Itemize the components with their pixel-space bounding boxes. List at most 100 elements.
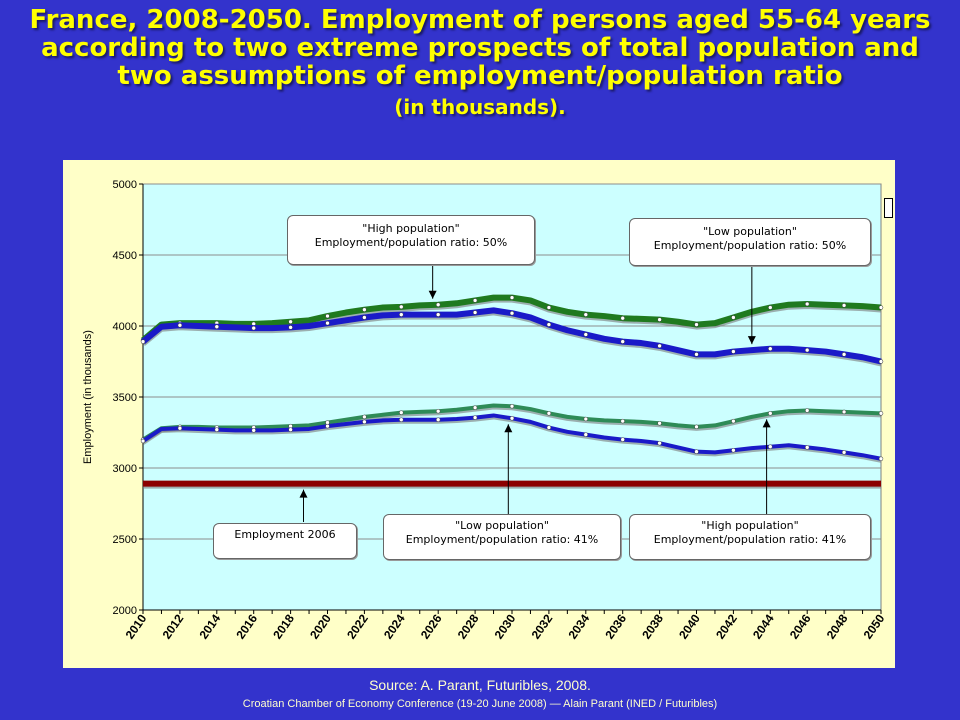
callout-employment-2006: Employment 2006 bbox=[213, 523, 357, 559]
data-point-low50 bbox=[472, 310, 478, 315]
data-point-high50 bbox=[768, 305, 773, 310]
data-point-high50 bbox=[841, 303, 847, 308]
data-point-high41 bbox=[509, 403, 515, 409]
y-tick-label: 4500 bbox=[113, 250, 137, 262]
title-line-3: two assumptions of employment/population… bbox=[117, 61, 843, 91]
y-tick-label: 3000 bbox=[113, 463, 137, 475]
data-point-low41 bbox=[804, 445, 810, 450]
title-line-4: (in thousands). bbox=[394, 95, 566, 119]
data-point-high50 bbox=[583, 312, 589, 317]
data-point-high50 bbox=[435, 302, 441, 307]
data-point-low41 bbox=[435, 417, 441, 422]
data-point-low50 bbox=[657, 343, 662, 349]
data-point-low50 bbox=[362, 315, 367, 320]
data-point-low41 bbox=[251, 428, 256, 433]
data-point-low41 bbox=[841, 450, 847, 455]
data-point-high41 bbox=[546, 411, 552, 416]
data-point-low50 bbox=[177, 323, 183, 328]
x-tick-label: 2012 bbox=[160, 611, 187, 641]
data-point-high41 bbox=[657, 421, 662, 426]
callout-line: "High population" bbox=[362, 222, 460, 235]
data-point-low50 bbox=[583, 332, 589, 337]
data-point-high41 bbox=[620, 418, 625, 424]
x-tick-label: 2048 bbox=[824, 611, 851, 641]
data-point-high41 bbox=[694, 424, 699, 430]
callout-line: Employment/population ratio: 50% bbox=[314, 236, 508, 249]
callout-low-population-50: "Low population" Employment/population r… bbox=[629, 218, 871, 266]
data-point-low41 bbox=[472, 415, 478, 420]
data-point-low50 bbox=[768, 346, 773, 351]
data-point-high50 bbox=[804, 301, 810, 307]
source-note: Source: A. Parant, Futuribles, 2008. bbox=[369, 677, 591, 693]
data-point-high50 bbox=[878, 305, 884, 310]
data-point-high50 bbox=[731, 315, 736, 320]
arrow-high-41-head bbox=[762, 419, 771, 428]
callout-line: Employment/population ratio: 41% bbox=[653, 533, 847, 546]
data-point-low41 bbox=[399, 417, 404, 422]
x-tick-label: 2020 bbox=[307, 611, 334, 641]
data-point-low50 bbox=[546, 322, 552, 327]
x-tick-label: 2022 bbox=[344, 611, 371, 641]
data-point-high50 bbox=[657, 317, 662, 322]
data-point-low50 bbox=[620, 339, 625, 344]
x-tick-label: 2014 bbox=[196, 611, 223, 641]
x-tick-label: 2042 bbox=[713, 611, 740, 641]
y-tick-label: 4000 bbox=[113, 321, 137, 333]
data-point-low50 bbox=[694, 352, 699, 357]
data-point-high50 bbox=[399, 304, 404, 310]
data-point-high50 bbox=[325, 313, 330, 319]
callout-line: Employment/population ratio: 41% bbox=[405, 533, 599, 546]
data-point-low50 bbox=[509, 310, 515, 316]
data-point-low50 bbox=[731, 349, 736, 354]
data-point-high41 bbox=[583, 416, 589, 422]
data-point-high50 bbox=[509, 295, 515, 300]
data-point-high50 bbox=[288, 319, 293, 324]
data-point-high50 bbox=[694, 322, 699, 327]
callout-high-population-41: "High population" Employment/population … bbox=[629, 514, 871, 560]
callout-line: Employment 2006 bbox=[234, 528, 336, 541]
x-tick-label: 2016 bbox=[233, 611, 260, 641]
y-tick-label: 5000 bbox=[113, 179, 137, 191]
title-line-2: according to two extreme prospects of to… bbox=[41, 33, 919, 63]
arrow-emp-2006-head bbox=[299, 489, 308, 498]
data-point-low41 bbox=[546, 425, 552, 430]
data-point-low41 bbox=[731, 448, 736, 453]
title-line-1: France, 2008-2050. Employment of persons… bbox=[29, 5, 931, 35]
data-point-low50 bbox=[804, 347, 810, 353]
data-point-low50 bbox=[841, 352, 847, 357]
arrow-high-50-head bbox=[428, 290, 437, 299]
x-tick-label: 2030 bbox=[492, 611, 519, 641]
data-point-low41 bbox=[694, 449, 699, 454]
x-tick-label: 2034 bbox=[565, 611, 592, 641]
data-point-low41 bbox=[362, 419, 367, 425]
x-tick-label: 2036 bbox=[602, 611, 629, 641]
data-point-low50 bbox=[435, 312, 441, 317]
data-point-low41 bbox=[140, 438, 146, 444]
data-point-low41 bbox=[509, 416, 515, 421]
data-point-low50 bbox=[140, 339, 146, 344]
chart-panel: 2000 2500 3000 3500 4000 4500 5000 2010 2012 2014… bbox=[63, 160, 895, 668]
data-point-high41 bbox=[472, 405, 478, 410]
arrow-low-50-head bbox=[747, 336, 756, 345]
data-point-high50 bbox=[472, 298, 478, 303]
y-tick-label: 3500 bbox=[113, 392, 137, 404]
data-point-low41 bbox=[214, 427, 220, 432]
slide-title: France, 2008-2050. Employment of persons… bbox=[0, 6, 960, 122]
callout-line: "Low population" bbox=[703, 225, 797, 238]
data-point-low50 bbox=[325, 320, 330, 326]
data-point-low41 bbox=[325, 423, 330, 429]
x-tick-label: 2024 bbox=[381, 611, 408, 641]
scroll-handle[interactable] bbox=[884, 198, 893, 218]
data-point-low50 bbox=[288, 325, 293, 330]
data-point-low50 bbox=[214, 324, 220, 329]
callout-line: Employment/population ratio: 50% bbox=[653, 239, 847, 252]
data-point-high50 bbox=[546, 305, 552, 310]
callout-low-population-41: "Low population" Employment/population r… bbox=[383, 514, 621, 560]
x-tick-label: 2038 bbox=[639, 611, 666, 641]
data-point-low41 bbox=[583, 432, 589, 437]
arrow-low-41-head bbox=[504, 424, 513, 433]
y-axis-title: Employment (in thousands) bbox=[82, 330, 94, 464]
data-point-low41 bbox=[657, 440, 662, 446]
data-point-high41 bbox=[804, 408, 810, 413]
y-tick-label: 2500 bbox=[113, 534, 137, 546]
